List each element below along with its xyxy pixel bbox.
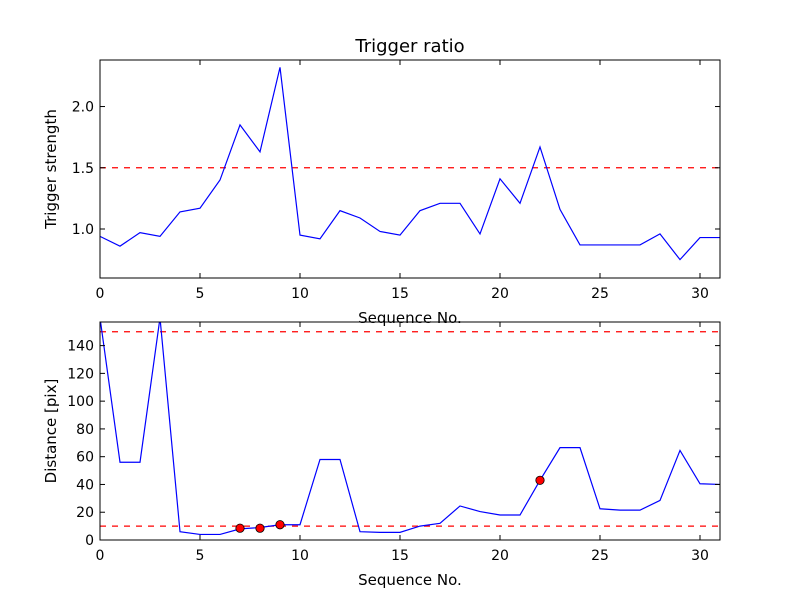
y-tick-label: 140 [67, 339, 94, 355]
x-tick-label: 15 [391, 548, 409, 564]
series-line-1 [100, 67, 720, 261]
y-tick-label: 60 [76, 450, 94, 466]
series-line-1 [100, 322, 720, 536]
axes-frame [99, 59, 721, 279]
x-axis-label: Sequence No. [358, 571, 462, 589]
x-tick-label: 20 [491, 548, 509, 564]
chart-title: Trigger ratio [354, 36, 464, 57]
data-point-marker [255, 523, 265, 533]
subplot-2: 0 5 10 15 20 25 30 0 20 40 60 80 100 120 140 Sequence N… [42, 321, 721, 589]
x-axis-label: Sequence No. [358, 309, 462, 327]
x-tick-label: 30 [691, 548, 709, 564]
x-tick-label: 5 [196, 548, 205, 564]
x-tick-label: 5 [196, 286, 205, 302]
x-tick-label: 0 [96, 286, 105, 302]
y-tick-label: 1.0 [72, 222, 94, 238]
axes-frame [99, 321, 721, 541]
x-tick-label: 10 [291, 548, 309, 564]
y-tick-label: 0 [85, 533, 94, 549]
y-tick-label: 2.0 [72, 100, 94, 116]
subplot-1: 0 5 10 15 20 25 30 1.0 1.5 2.0 Trigger ratio Sequen… [42, 36, 721, 327]
x-tick-label: 25 [591, 286, 609, 302]
x-tick-label: 10 [291, 286, 309, 302]
data-point-marker [535, 475, 545, 485]
y-tick-label: 20 [76, 505, 94, 521]
y-tick-label: 100 [67, 394, 94, 410]
x-tick-label: 20 [491, 286, 509, 302]
y-tick-label: 40 [76, 477, 94, 493]
y-tick-label: 120 [67, 366, 94, 382]
y-axis-label: Trigger strength [42, 109, 60, 230]
data-point-marker [235, 523, 245, 533]
y-tick-label: 1.5 [72, 161, 94, 177]
x-tick-label: 25 [591, 548, 609, 564]
x-tick-label: 15 [391, 286, 409, 302]
x-tick-label: 0 [96, 548, 105, 564]
y-axis-label: Distance [pix] [42, 379, 60, 484]
data-point-marker [275, 520, 285, 530]
x-tick-label: 30 [691, 286, 709, 302]
y-tick-label: 80 [76, 422, 94, 438]
